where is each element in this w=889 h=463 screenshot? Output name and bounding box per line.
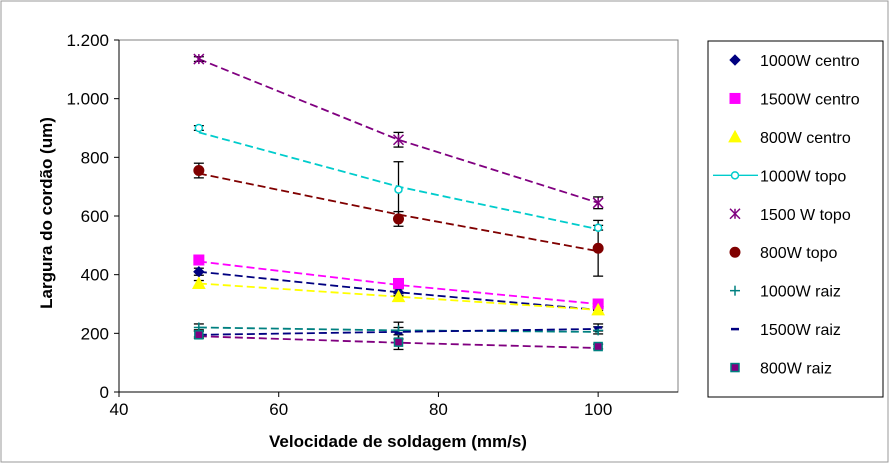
legend-item-1000w-centro: 1000W centro (729, 53, 860, 70)
legend-label: 1500W centro (760, 91, 860, 108)
trendline-1500w-centro (198, 260, 599, 305)
point-1500-w-topo (392, 134, 405, 146)
point-800w-raiz (393, 337, 404, 347)
y-tick-label: 400 (81, 266, 109, 285)
point-800w-topo (592, 242, 604, 254)
y-tick-labels: 0 200 400 600 800 1.000 1.200 (66, 31, 109, 402)
legend-item-800w-raiz: 800W raiz (730, 361, 832, 378)
legend-marker-1500w-centro (729, 92, 741, 104)
legend-label: 1500 W topo (760, 207, 851, 224)
legend: 1000W centro 1500W centro 800W centro 1000W… (707, 40, 884, 398)
legend-label: 1000W centro (760, 53, 860, 70)
point-800w-topo (393, 213, 404, 225)
y-tick-label: 800 (81, 148, 109, 167)
legend-marker-1000w-centro (729, 54, 741, 66)
legend-label: 1000W raiz (760, 284, 841, 301)
y-tick-label: 1.200 (66, 31, 109, 50)
legend-item-800w-topo: 800W topo (729, 245, 837, 262)
legend-item-1500w-centro: 1500W centro (729, 91, 860, 108)
point-800w-centro (192, 276, 206, 289)
point-1000w-topo (593, 223, 603, 232)
point-800w-centro (391, 289, 406, 303)
legend-label: 1500W raiz (760, 322, 841, 339)
axes (114, 39, 678, 397)
x-axis-title: Velocidade de soldagem (mm/s) (269, 432, 527, 451)
y-tick-label: 600 (81, 207, 109, 226)
y-tick-label: 0 (100, 383, 109, 402)
point-800w-raiz (194, 330, 204, 340)
legend-marker-1000w-topo (730, 171, 740, 180)
y-tick-label: 200 (81, 324, 109, 343)
legend-item-800w-centro: 800W centro (728, 129, 851, 147)
legend-marker-800w-centro (728, 129, 742, 143)
point-800w-raiz (593, 341, 603, 352)
point-1500w-centro (193, 254, 205, 266)
legend-item-1000w-topo: 1000W topo (713, 168, 846, 185)
x-tick-label: 80 (429, 400, 448, 419)
point-1500w-centro (393, 277, 404, 289)
point-1000w-topo (194, 123, 204, 133)
point-800w-centro (591, 302, 605, 316)
point-1500-w-topo (592, 197, 604, 209)
legend-label: 1000W topo (760, 168, 846, 185)
point-1500-w-topo (193, 53, 205, 65)
legend-marker-800w-topo (729, 246, 741, 258)
legend-marker-1500-w-topo (729, 208, 741, 220)
legend-item-1000w-raiz: 1000W raiz (730, 284, 841, 301)
y-tick-label: 1.000 (66, 90, 109, 109)
legend-marker-1000w-raiz (730, 285, 740, 296)
legend-label: 800W topo (760, 245, 837, 262)
trendline-800w-centro (198, 282, 599, 311)
point-1000w-topo (394, 185, 403, 194)
data-markers (192, 53, 605, 352)
legend-marker-800w-raiz (730, 362, 740, 373)
x-tick-labels: 40 60 80 100 (110, 400, 613, 419)
legend-item-1500w-raiz: 1500W raiz (731, 322, 841, 339)
legend-label: 800W centro (760, 130, 851, 147)
y-axis-title: Largura do cordão (um) (37, 117, 56, 309)
x-tick-label: 40 (110, 400, 129, 419)
x-tick-label: 60 (269, 400, 288, 419)
x-tick-label: 100 (584, 400, 612, 419)
point-800w-topo (193, 165, 205, 177)
trendline-800w-topo (198, 172, 599, 253)
legend-item-1500-w-topo: 1500 W topo (729, 207, 851, 224)
trendline-1000w-centro (198, 270, 599, 311)
legend-label: 800W raiz (760, 361, 832, 378)
trendline-1500-w-topo (198, 58, 599, 204)
